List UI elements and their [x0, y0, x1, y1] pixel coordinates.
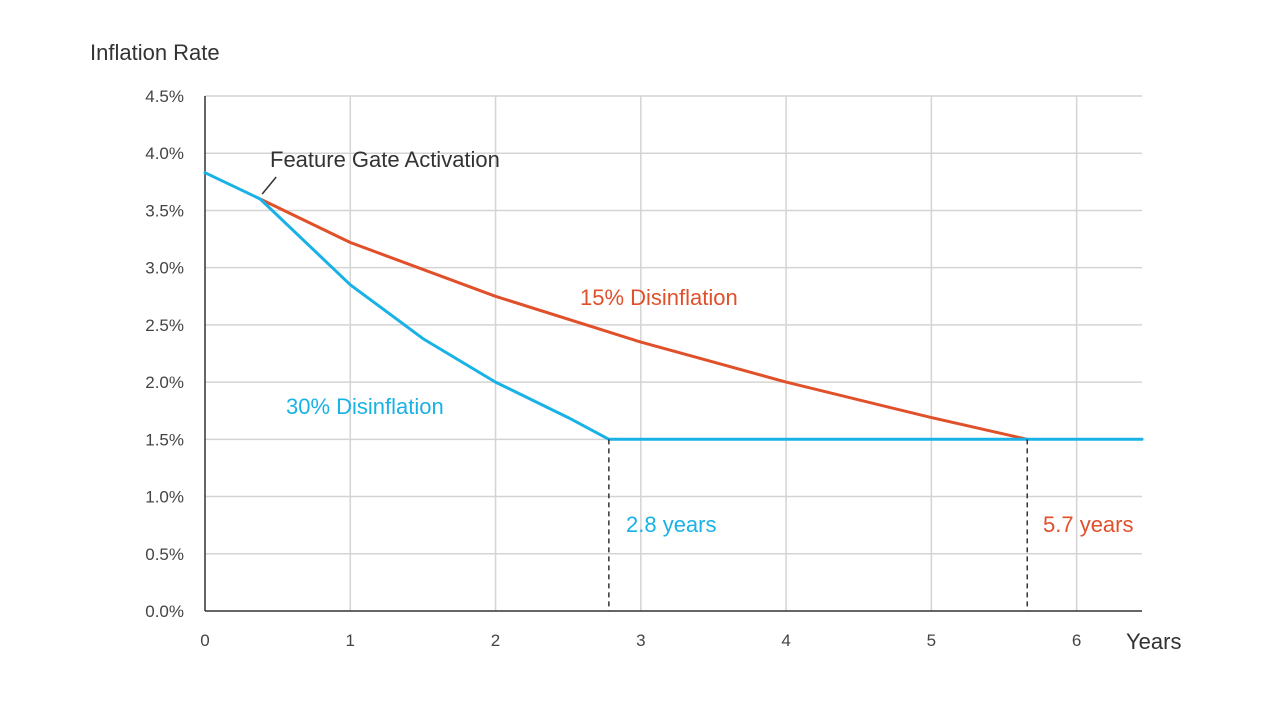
x-axis-title: Years	[1126, 629, 1181, 654]
axes: 0.0% 0.5% 1.0% 1.5% 2.0% 2.5% 3.0% 3.5% 4.0% 4.5%…	[145, 87, 1142, 650]
grid	[205, 95, 1142, 611]
y-tick-label: 3.0%	[145, 259, 184, 278]
y-tick-label: 1.5%	[145, 430, 184, 449]
y-tick-label: 3.5%	[145, 201, 184, 220]
series-15-label: 15% Disinflation	[580, 285, 738, 310]
x-tick-label: 6	[1072, 631, 1081, 650]
y-axis-title: Inflation Rate	[90, 40, 220, 65]
marker-2-8-years-label: 2.8 years	[626, 512, 717, 537]
marker-5-7-years-label: 5.7 years	[1043, 512, 1134, 537]
y-tick-label: 1.0%	[145, 488, 184, 507]
y-tick-label: 2.0%	[145, 373, 184, 392]
x-tick-label: 5	[927, 631, 936, 650]
feature-gate-label: Feature Gate Activation	[270, 147, 500, 172]
y-tick-label: 0.0%	[145, 602, 184, 621]
y-tick-label: 0.5%	[145, 545, 184, 564]
x-tick-label: 2	[491, 631, 500, 650]
series-15-line	[258, 197, 1029, 441]
series-30-label: 30% Disinflation	[286, 394, 444, 419]
series-30-line	[203, 171, 1144, 441]
x-tick-label: 1	[346, 631, 355, 650]
y-tick-label: 4.5%	[145, 87, 184, 106]
x-tick-label: 4	[781, 631, 790, 650]
y-tick-label: 4.0%	[145, 144, 184, 163]
y-tick-label: 2.5%	[145, 316, 184, 335]
x-tick-label: 3	[636, 631, 645, 650]
series-lines	[203, 171, 1144, 441]
x-tick-label: 0	[200, 631, 209, 650]
gate-leader-line	[261, 176, 277, 195]
